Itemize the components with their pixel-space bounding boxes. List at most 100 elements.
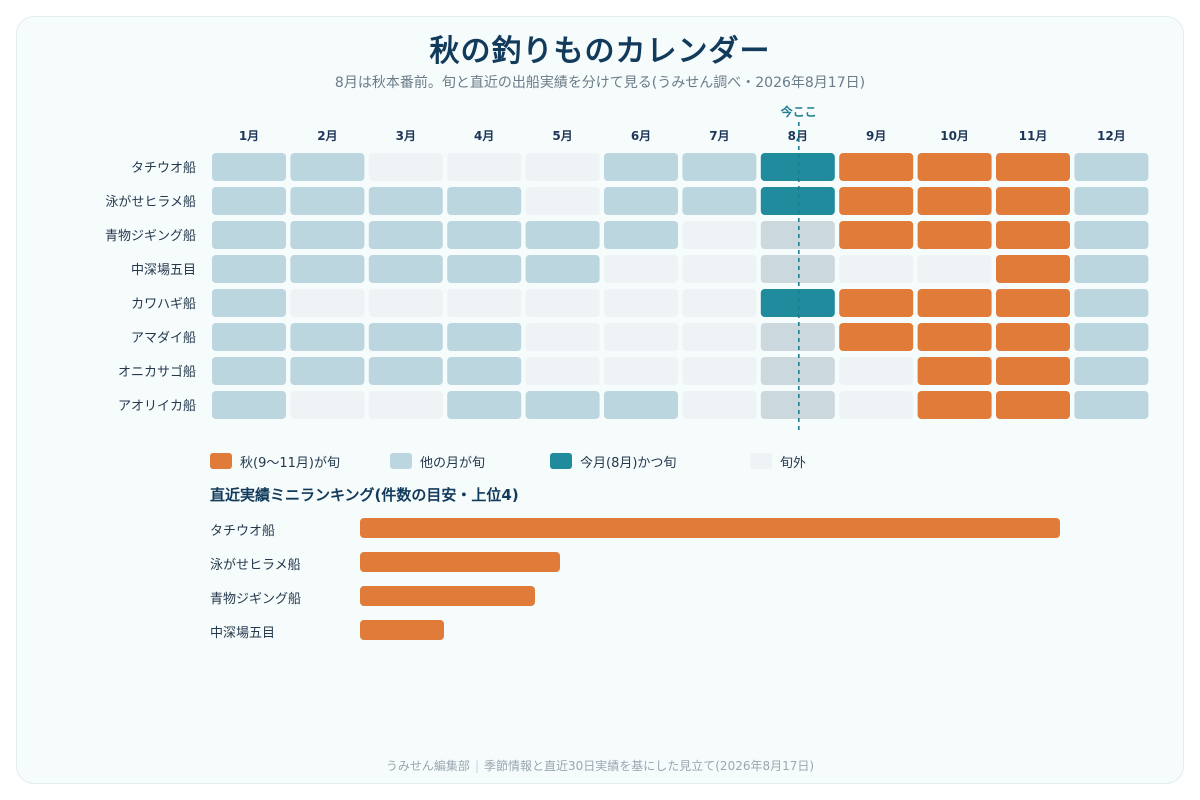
heatmap-cell bbox=[996, 187, 1070, 215]
month-label: 7月 bbox=[709, 129, 729, 143]
heatmap-cell bbox=[1074, 153, 1149, 181]
heatmap-cell bbox=[996, 323, 1070, 351]
heatmap-cell bbox=[604, 221, 678, 249]
heatmap-cell bbox=[290, 289, 365, 317]
heatmap-cell bbox=[760, 153, 835, 181]
heatmap-cell bbox=[1074, 187, 1149, 215]
ranking-label: 中深場五目 bbox=[210, 626, 276, 641]
heatmap-cell bbox=[604, 153, 678, 181]
heatmap-cell bbox=[525, 153, 600, 181]
heatmap-cell bbox=[212, 357, 286, 385]
row-label: アマダイ船 bbox=[131, 331, 196, 346]
row-label: 泳がせヒラメ船 bbox=[105, 195, 196, 210]
heatmap-cell bbox=[447, 357, 522, 385]
heatmap-cell bbox=[368, 391, 443, 419]
heatmap-cell bbox=[604, 255, 678, 283]
heatmap-cell bbox=[917, 323, 992, 351]
heatmap-cell bbox=[760, 391, 835, 419]
heatmap-cell bbox=[760, 187, 835, 215]
heatmap-cell bbox=[682, 323, 757, 351]
heatmap-cell bbox=[839, 187, 914, 215]
month-label: 10月 bbox=[940, 129, 969, 143]
row-label: オニカサゴ船 bbox=[118, 364, 196, 380]
heatmap-cell bbox=[996, 255, 1070, 283]
heatmap-cell bbox=[290, 153, 365, 181]
heatmap-cell bbox=[447, 255, 522, 283]
heatmap-cell bbox=[996, 391, 1070, 419]
month-label: 12月 bbox=[1097, 129, 1126, 143]
heatmap-cell bbox=[368, 255, 443, 283]
ranking-label: タチウオ船 bbox=[210, 524, 276, 539]
heatmap-cell bbox=[760, 357, 835, 385]
heatmap-cell bbox=[839, 153, 914, 181]
ranking-label: 青物ジギング船 bbox=[210, 592, 302, 607]
heatmap-cell bbox=[525, 187, 600, 215]
heatmap-cell bbox=[212, 255, 286, 283]
season-heatmap: 1月 2月 3月 4月 5月 6月 7月 8月 9月 10月 11月 12月タチウオ船泳がせヒラメ船青… bbox=[105, 104, 1149, 432]
ranking-bar bbox=[360, 518, 1060, 538]
footer-note: 季節情報と直近30日実績を基にした見立て(2026年8月17日) bbox=[483, 759, 815, 773]
heatmap-cell bbox=[290, 391, 365, 419]
heatmap-cell bbox=[839, 391, 914, 419]
legend-label-other: 他の月が旬 bbox=[420, 455, 486, 471]
heatmap-cell bbox=[682, 153, 757, 181]
row-label: カワハギ船 bbox=[131, 297, 196, 312]
heatmap-cell bbox=[1074, 255, 1149, 283]
heatmap-cell bbox=[368, 357, 443, 385]
heatmap-cell bbox=[760, 323, 835, 351]
month-label: 11月 bbox=[1019, 129, 1048, 143]
heatmap-cell bbox=[917, 153, 992, 181]
heatmap-cell bbox=[212, 221, 286, 249]
legend-item-other: 他の月が旬 bbox=[390, 452, 486, 471]
heatmap-cell bbox=[368, 289, 443, 317]
heatmap-cell bbox=[996, 357, 1070, 385]
heatmap-cell bbox=[290, 357, 365, 385]
heatmap-cell bbox=[447, 221, 522, 249]
heatmap-cell bbox=[917, 255, 992, 283]
row-label: 中深場五目 bbox=[131, 263, 196, 278]
heatmap-cell bbox=[1074, 357, 1149, 385]
heatmap-cell bbox=[290, 255, 365, 283]
heatmap-cell bbox=[290, 187, 365, 215]
heatmap-cell bbox=[447, 289, 522, 317]
heatmap-cell bbox=[212, 153, 286, 181]
heatmap-cell bbox=[447, 391, 522, 419]
heatmap-cell bbox=[839, 255, 914, 283]
footer-separator: | bbox=[474, 759, 479, 773]
heatmap-cell bbox=[447, 323, 522, 351]
heatmap-cell bbox=[760, 289, 835, 317]
heatmap-cell bbox=[839, 221, 914, 249]
heatmap-cell bbox=[525, 357, 600, 385]
month-label: 8月 bbox=[788, 129, 808, 143]
heatmap-cell bbox=[839, 323, 914, 351]
ranking-bar bbox=[360, 586, 535, 606]
heatmap-cell bbox=[996, 221, 1070, 249]
row-label: タチウオ船 bbox=[131, 161, 196, 176]
legend-swatch-off bbox=[750, 453, 772, 469]
heatmap-cell bbox=[917, 187, 992, 215]
heatmap-cell bbox=[1074, 391, 1149, 419]
heatmap-cell bbox=[525, 255, 600, 283]
heatmap-cell bbox=[212, 323, 286, 351]
legend-swatch-current bbox=[550, 453, 572, 469]
heatmap-cell bbox=[525, 289, 600, 317]
legend-item-current: 今月(8月)かつ旬 bbox=[550, 452, 676, 471]
ranking-bar bbox=[360, 552, 560, 572]
ranking-bar bbox=[360, 620, 444, 640]
heatmap-cell bbox=[917, 357, 992, 385]
month-label: 9月 bbox=[866, 129, 886, 143]
month-label: 5月 bbox=[552, 129, 572, 143]
heatmap-cell bbox=[682, 391, 757, 419]
heatmap-cell bbox=[917, 391, 992, 419]
chart-subtitle: 8月は秋本番前。旬と直近の出船実績を分けて見る(うみせん調べ・2026年8月17… bbox=[334, 75, 866, 91]
heatmap-cell bbox=[760, 255, 835, 283]
heatmap-cell bbox=[212, 391, 286, 419]
legend-label-autumn: 秋(9〜11月)が旬 bbox=[240, 455, 340, 471]
heatmap-cell bbox=[682, 187, 757, 215]
heatmap-cell bbox=[290, 323, 365, 351]
heatmap-cell bbox=[212, 289, 286, 317]
heatmap-cell bbox=[368, 153, 443, 181]
legend-label-off: 旬外 bbox=[780, 455, 807, 471]
row-label: 青物ジギング船 bbox=[105, 229, 196, 244]
heatmap-cell bbox=[290, 221, 365, 249]
